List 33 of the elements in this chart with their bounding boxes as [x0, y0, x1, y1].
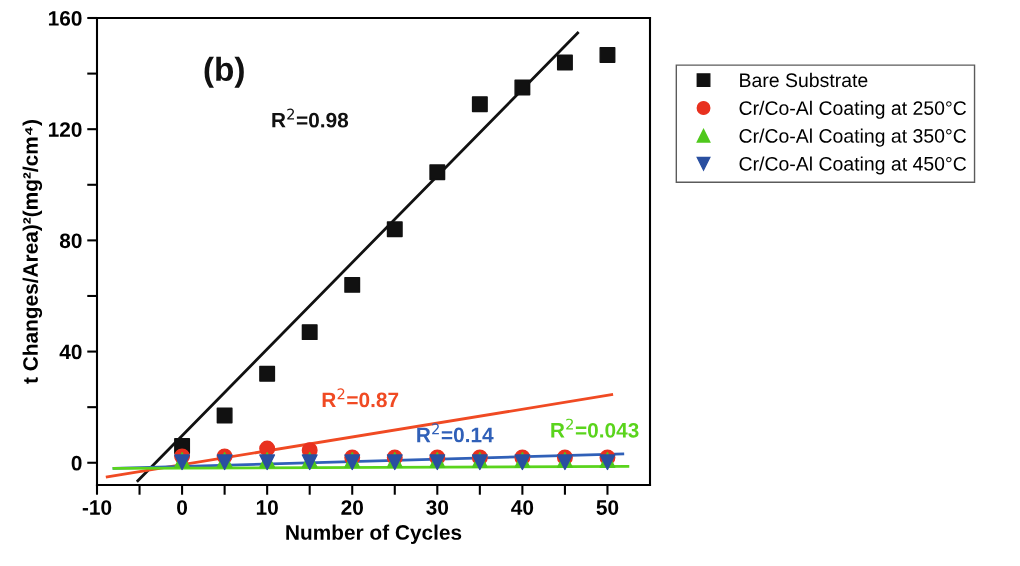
point — [471, 96, 488, 113]
x-tick-label: 20 — [341, 500, 363, 515]
y-tick-label: 0 — [71, 455, 82, 471]
annotation: R$^{2}$=0.043 — [551, 418, 639, 438]
annotation: R$^{2}$=0.98 — [272, 108, 349, 128]
x-tick-label: 10 — [256, 500, 278, 515]
y-tick-label: 40 — [59, 344, 82, 360]
point — [259, 365, 276, 382]
point — [599, 46, 616, 63]
x-tick-label: 0 — [177, 500, 188, 515]
x-tick-label: 50 — [596, 500, 619, 515]
x-tick-label: 30 — [426, 500, 449, 515]
y-tick-label: 160 — [48, 11, 82, 26]
annotation: R$^{2}$=0.14 — [417, 423, 494, 443]
legend-label: Bare Substrate — [740, 72, 868, 88]
point — [344, 276, 361, 293]
annotation: (b) — [204, 56, 244, 88]
annotation: R$^{2}$=0.87 — [322, 388, 399, 408]
legend-label: Cr/Co-Al Coating at 450°C — [739, 156, 967, 175]
legend-label: Cr/Co-Al Coating at 250°C — [739, 100, 967, 119]
x-axis-title: Number of Cycles — [286, 524, 462, 544]
point — [301, 324, 318, 341]
legend-label: Cr/Co-Al Coating at 350°C — [739, 128, 967, 147]
point — [386, 221, 403, 238]
y-tick-label: 80 — [59, 233, 82, 249]
x-tick-label: 40 — [511, 500, 534, 515]
point — [429, 164, 446, 181]
point — [216, 407, 233, 424]
y-tick-label: 120 — [48, 122, 82, 137]
point — [514, 79, 531, 96]
y-axis-title: t Changes/Area)²(mg²/cm⁴) — [22, 120, 43, 384]
point — [556, 54, 573, 71]
x-tick-label: -10 — [82, 500, 112, 515]
